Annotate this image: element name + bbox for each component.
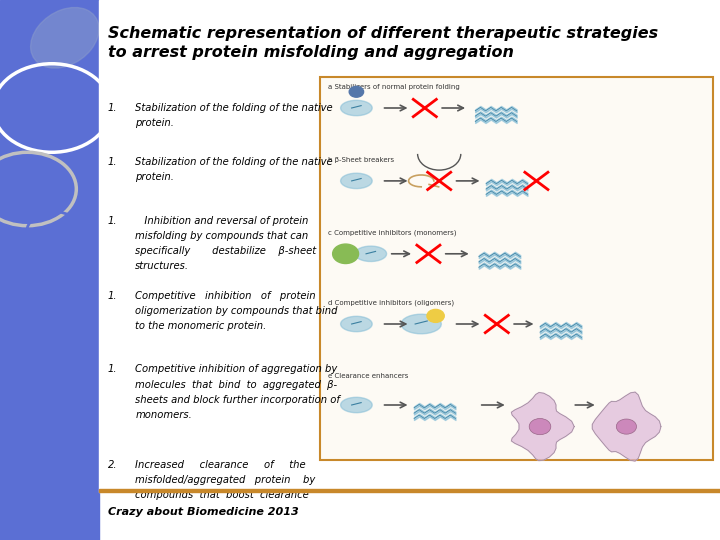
Text: molecules  that  bind  to  aggregated  β-: molecules that bind to aggregated β- xyxy=(135,380,338,390)
Circle shape xyxy=(333,244,359,264)
Polygon shape xyxy=(341,316,372,332)
Text: Crazy about Biomedicine 2013: Crazy about Biomedicine 2013 xyxy=(108,507,299,517)
Bar xyxy=(0,0,99,540)
Text: protein.: protein. xyxy=(135,118,174,128)
Polygon shape xyxy=(341,397,372,413)
Bar xyxy=(99,77,720,492)
Text: Competitive inhibition of aggregation by: Competitive inhibition of aggregation by xyxy=(135,364,338,375)
Text: d Competitive inhibitors (oligomers): d Competitive inhibitors (oligomers) xyxy=(328,300,454,306)
Text: 1.: 1. xyxy=(108,364,117,375)
Text: 1.: 1. xyxy=(108,157,117,167)
Text: monomers.: monomers. xyxy=(135,410,192,420)
Text: to the monomeric protein.: to the monomeric protein. xyxy=(135,321,266,331)
Text: misfolded/aggregated   protein    by: misfolded/aggregated protein by xyxy=(135,475,315,485)
Text: 1.: 1. xyxy=(108,291,117,301)
Bar xyxy=(99,489,720,492)
Text: b β-Sheet breakers: b β-Sheet breakers xyxy=(328,157,394,163)
Text: Increased     clearance     of     the: Increased clearance of the xyxy=(135,460,306,470)
Ellipse shape xyxy=(529,418,551,435)
Text: 1.: 1. xyxy=(108,216,117,226)
Polygon shape xyxy=(593,392,661,461)
Polygon shape xyxy=(401,314,441,334)
Text: Schematic representation of different therapeutic strategies
to arrest protein m: Schematic representation of different th… xyxy=(108,26,658,60)
Text: 2.: 2. xyxy=(108,460,117,470)
Text: 1.: 1. xyxy=(108,103,117,113)
Text: misfolding by compounds that can: misfolding by compounds that can xyxy=(135,231,309,241)
Ellipse shape xyxy=(31,8,99,68)
Polygon shape xyxy=(511,393,575,461)
Text: Stabilization of the folding of the native: Stabilization of the folding of the nati… xyxy=(135,103,333,113)
Polygon shape xyxy=(341,173,372,188)
Ellipse shape xyxy=(616,419,636,434)
Polygon shape xyxy=(341,100,372,116)
Text: c Competitive inhibitors (monomers): c Competitive inhibitors (monomers) xyxy=(328,230,456,236)
Circle shape xyxy=(349,86,364,97)
Text: specifically       destabilize    β-sheet: specifically destabilize β-sheet xyxy=(135,246,317,256)
Text: e Clearance enhancers: e Clearance enhancers xyxy=(328,373,408,379)
Text: Stabilization of the folding of the native: Stabilization of the folding of the nati… xyxy=(135,157,333,167)
Polygon shape xyxy=(355,246,387,261)
Text: Competitive   inhibition   of   protein: Competitive inhibition of protein xyxy=(135,291,316,301)
Text: a Stabilizers of normal protein folding: a Stabilizers of normal protein folding xyxy=(328,84,459,90)
Text: oligomerization by compounds that bind: oligomerization by compounds that bind xyxy=(135,306,338,316)
Text: compounds  that  boost  clearance: compounds that boost clearance xyxy=(135,490,309,501)
Bar xyxy=(320,77,713,460)
Text: structures.: structures. xyxy=(135,261,189,272)
Bar xyxy=(99,0,720,77)
Text: sheets and block further incorporation of: sheets and block further incorporation o… xyxy=(135,395,341,405)
Text: protein.: protein. xyxy=(135,172,174,182)
Circle shape xyxy=(427,309,444,322)
Text: Inhibition and reversal of protein: Inhibition and reversal of protein xyxy=(135,216,309,226)
